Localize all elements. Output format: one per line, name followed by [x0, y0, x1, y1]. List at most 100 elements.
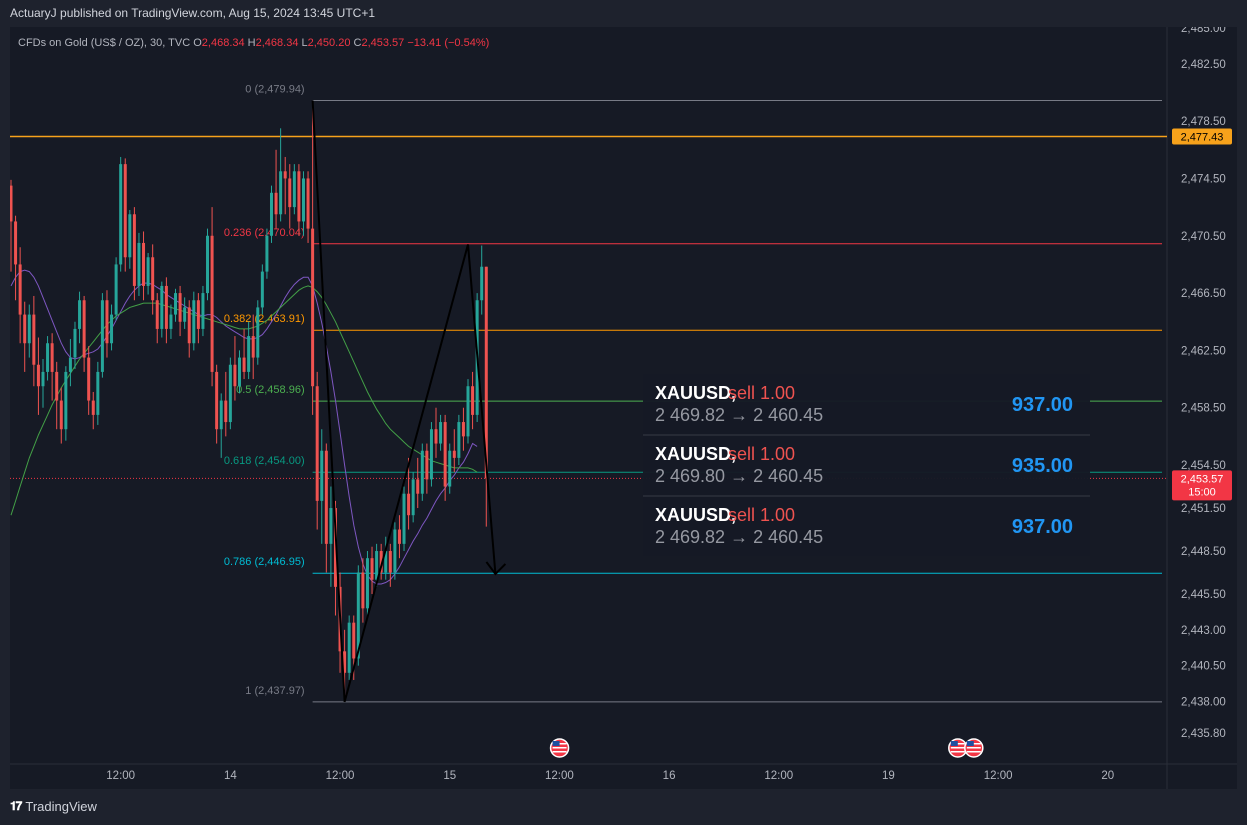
- fib-level-label: 0.382 (2,463.91): [224, 313, 305, 325]
- candle-body: [425, 450, 429, 480]
- candle-body: [137, 242, 141, 286]
- price-tick-label: 2,448.50: [1181, 546, 1226, 558]
- projection-arrow[interactable]: [467, 244, 497, 575]
- trade-profit: 937.00: [1012, 516, 1073, 538]
- candle-body: [224, 400, 228, 423]
- time-tick-label: 20: [1101, 770, 1114, 782]
- candle-body: [402, 493, 406, 544]
- trade-symbol: XAUUSD,: [655, 383, 736, 403]
- fibonacci-retracement[interactable]: 0 (2,479.94) 0.236 (2,470.04) 0.382 (2,463…: [224, 84, 1162, 703]
- candle-body: [100, 300, 104, 372]
- economic-events[interactable]: [549, 738, 984, 758]
- candle-body: [18, 264, 22, 315]
- candle-body: [68, 357, 72, 372]
- candle-body: [36, 364, 40, 387]
- candle-body: [27, 314, 31, 344]
- candle-body: [443, 422, 447, 487]
- candle: [260, 264, 264, 315]
- candle-body: [105, 300, 109, 344]
- chart-area[interactable]: 2,485.00 2,482.50 2,478.50 2,474.50 2,470.50…: [9, 23, 1237, 789]
- candle: [461, 407, 465, 451]
- candle: [420, 443, 424, 501]
- candle: [55, 361, 59, 430]
- candle: [393, 522, 397, 580]
- candle: [274, 149, 278, 229]
- candle-body: [228, 364, 232, 423]
- candle: [160, 281, 164, 338]
- price-tick-label: 2,451.50: [1181, 503, 1226, 515]
- candle-body: [429, 429, 433, 480]
- high-label: H: [248, 37, 256, 49]
- price-tick-label: 2,438.00: [1181, 696, 1226, 708]
- candle: [96, 361, 100, 425]
- candle: [443, 414, 447, 501]
- price-tick-label: 2,440.50: [1181, 661, 1226, 673]
- candle: [132, 207, 136, 301]
- candle: [142, 231, 146, 301]
- candle-body: [452, 450, 456, 458]
- tradingview-logo[interactable]: 𝟏𝟕 TradingView: [10, 799, 97, 814]
- candle: [192, 291, 196, 351]
- candle-body: [292, 171, 296, 208]
- candle: [59, 387, 63, 444]
- candle: [466, 379, 470, 444]
- fib-level-label: 0.236 (2,470.04): [224, 227, 305, 239]
- candle: [247, 321, 251, 380]
- candle-body: [356, 572, 360, 659]
- trade-card[interactable]: XAUUSD,sell 1.002 469.82 → 2 460.45 937.0…: [643, 374, 1090, 434]
- tv-logo-icon: 𝟏𝟕: [10, 799, 22, 813]
- candle: [196, 293, 200, 344]
- candle-body: [370, 558, 374, 580]
- trade-card[interactable]: XAUUSD,sell 1.002 469.82 → 2 460.45 937.0…: [643, 495, 1090, 556]
- candle-body: [183, 307, 187, 322]
- candle-body: [64, 371, 68, 430]
- candle-body: [91, 400, 95, 415]
- current-price-tag: [1172, 470, 1232, 501]
- candle: [206, 228, 210, 301]
- us-flag-icon[interactable]: [549, 738, 570, 758]
- close-value: 2,453.57: [361, 37, 407, 49]
- candle: [251, 314, 255, 380]
- candle: [471, 371, 475, 430]
- us-flag-icon[interactable]: [948, 738, 968, 758]
- arrow-head: [485, 561, 507, 576]
- candle: [9, 179, 13, 272]
- candle-body: [269, 192, 273, 236]
- candle-body: [393, 529, 397, 573]
- candle: [242, 328, 246, 380]
- close-label: C: [354, 37, 362, 49]
- candle-body: [388, 551, 392, 573]
- candle-body: [46, 343, 50, 372]
- price-chart[interactable]: 2,485.00 2,482.50 2,478.50 2,474.50 2,470.50…: [9, 23, 1237, 789]
- candle-body: [484, 266, 488, 479]
- publish-header: ActuaryJ published on TradingView.com, A…: [0, 0, 1247, 27]
- trade-profit: 937.00: [1012, 394, 1073, 416]
- low-value: 2,450.20: [308, 37, 354, 49]
- candle: [448, 443, 452, 494]
- trade-card-background: [643, 435, 1090, 495]
- fib-level-label: 0.618 (2,454.00): [224, 455, 305, 467]
- candle-body: [466, 386, 470, 437]
- candle-body: [123, 164, 127, 258]
- trade-prices: 2 469.80 → 2 460.45: [655, 466, 823, 486]
- ohlc-legend[interactable]: CFDs on Gold (US$ / OZ), 30, TVC O2,468.…: [18, 37, 489, 49]
- candle-body: [439, 422, 443, 444]
- candle-body: [283, 171, 287, 179]
- publish-info: ActuaryJ published on TradingView.com, A…: [10, 6, 376, 20]
- price-axis[interactable]: 2,485.00 2,482.50 2,478.50 2,474.50 2,470.50…: [1181, 23, 1226, 740]
- time-axis[interactable]: 12:00 14 12:00 15 12:00 16 12:00 19 12:00 20: [106, 770, 1114, 782]
- candle-body: [448, 450, 452, 487]
- candle: [78, 291, 82, 344]
- trade-card[interactable]: XAUUSD,sell 1.002 469.80 → 2 460.45 935.0…: [643, 434, 1090, 495]
- symbol-label: CFDs on Gold (US$ / OZ), 30, TVC: [18, 37, 193, 49]
- candle: [187, 300, 191, 358]
- us-flag-icon[interactable]: [964, 738, 984, 758]
- time-tick-label: 12:00: [106, 770, 135, 782]
- candle: [388, 543, 392, 587]
- candle-body: [407, 493, 411, 516]
- price-tick-label: 2,458.50: [1181, 403, 1226, 415]
- pattern-zigzag[interactable]: [311, 100, 469, 703]
- fib-level-label: 0.786 (2,446.95): [224, 556, 305, 568]
- candle: [320, 429, 324, 544]
- candle: [146, 252, 150, 295]
